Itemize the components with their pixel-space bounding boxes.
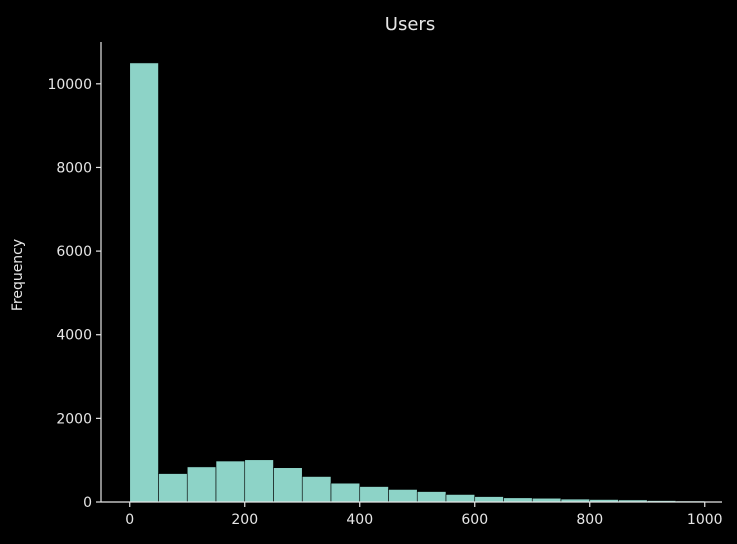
histogram-bar [186,466,217,503]
x-tick-label: 600 [461,512,488,528]
histogram-bar [445,494,476,503]
y-tick-label: 4000 [56,328,92,344]
y-tick-label: 2000 [56,411,92,427]
x-ticks-group: 0 200 400 600 800 1000 [125,502,723,528]
histogram-bar [330,482,361,503]
x-tick-label: 200 [231,512,258,528]
y-ticks-group: 0 2000 4000 6000 8000 10000 [47,77,101,511]
y-tick-label: 8000 [56,160,92,176]
histogram-bar [215,460,246,503]
y-axis-title: Frequency [10,239,26,311]
x-tick-label: 1000 [687,512,723,528]
y-tick-label: 6000 [56,244,92,260]
histogram-bar [474,496,504,503]
histogram-bar [129,62,159,503]
bars-group [129,62,706,503]
chart-title: Users [385,14,435,35]
histogram-bar [416,491,447,503]
histogram-bar [301,476,332,503]
y-tick-label: 10000 [47,77,92,93]
x-tick-label: 0 [125,512,134,528]
histogram-bar [158,473,188,503]
histogram-bar [244,459,274,503]
y-tick-label: 0 [83,495,92,511]
histogram-bar [388,489,418,503]
histogram-bar [359,486,389,503]
histogram-bar [503,497,533,503]
axes-group [100,42,722,503]
histogram-bar [273,467,303,503]
x-tick-label: 400 [346,512,373,528]
x-tick-label: 800 [576,512,603,528]
